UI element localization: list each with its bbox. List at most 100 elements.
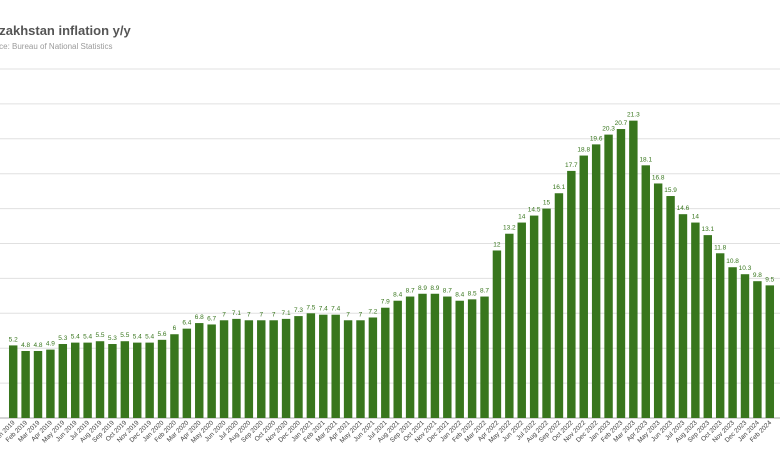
- bar: [405, 296, 415, 418]
- bar: [728, 267, 737, 418]
- data-label: 6.4: [182, 320, 191, 327]
- data-label: 5.3: [108, 335, 117, 342]
- bar: [629, 120, 638, 418]
- data-label: 8.7: [443, 288, 452, 295]
- data-label: 5.5: [120, 332, 129, 339]
- bar: [368, 317, 378, 418]
- bar: [740, 274, 750, 418]
- data-label: 17.7: [565, 162, 578, 169]
- bar: [381, 307, 390, 418]
- bar: [703, 235, 712, 418]
- bar: [715, 253, 725, 418]
- data-label: 7.5: [306, 304, 315, 311]
- data-label: 9.8: [753, 272, 762, 279]
- bar: [281, 318, 291, 418]
- data-label: 7.4: [331, 306, 340, 313]
- data-label: 9.5: [765, 276, 774, 283]
- data-label: 13.1: [701, 226, 714, 233]
- data-label: 10.8: [726, 258, 739, 265]
- data-label: 7: [222, 311, 226, 318]
- bar: [182, 328, 192, 418]
- data-label: 7.1: [282, 310, 291, 317]
- bar: [554, 193, 564, 418]
- data-label: 6.8: [195, 314, 204, 321]
- bar: [753, 281, 762, 418]
- data-label: 15: [543, 200, 551, 207]
- data-label: 7.1: [232, 310, 241, 317]
- data-label: 5.3: [58, 335, 67, 342]
- bar: [666, 196, 675, 418]
- bar: [455, 300, 464, 418]
- bar: [591, 144, 601, 418]
- bar: [517, 222, 526, 418]
- data-label: 7.3: [294, 307, 303, 314]
- bar: [133, 342, 142, 418]
- data-label: 5.2: [9, 336, 18, 343]
- bar: [691, 222, 700, 418]
- data-label: 20.3: [602, 126, 615, 133]
- data-label: 8.4: [455, 292, 464, 299]
- bar: [145, 342, 154, 418]
- bar: [492, 250, 502, 418]
- chart-subtitle: urce: Bureau of National Statistics: [0, 42, 113, 51]
- bar: [71, 342, 80, 418]
- bar: [244, 320, 254, 418]
- bar: [653, 183, 663, 418]
- bar: [219, 320, 229, 418]
- data-label: 5.6: [158, 331, 167, 338]
- data-label: 6.7: [207, 315, 216, 322]
- data-label: 4.8: [33, 342, 42, 349]
- data-label: 8.7: [406, 288, 415, 295]
- bar: [306, 313, 316, 418]
- bar: [393, 300, 402, 418]
- data-label: 19.6: [590, 135, 603, 142]
- data-label: 5.4: [145, 334, 154, 341]
- bar: [430, 293, 440, 418]
- data-label: 12: [493, 241, 501, 248]
- bar: [356, 320, 365, 418]
- data-label: 8.7: [480, 288, 489, 295]
- data-label: 21.3: [627, 112, 640, 119]
- bar: [443, 296, 452, 418]
- bar: [58, 344, 68, 418]
- data-label: 4.8: [21, 342, 30, 349]
- data-label: 14.5: [528, 207, 541, 214]
- data-label: 8.9: [418, 285, 427, 292]
- data-label: 16.1: [553, 184, 566, 191]
- bar: [604, 134, 613, 418]
- bar: [170, 334, 179, 418]
- data-label: 16.8: [652, 174, 665, 181]
- bar: [108, 344, 117, 418]
- data-label: 14.6: [677, 205, 690, 212]
- bar: [195, 323, 204, 418]
- bar: [343, 320, 353, 418]
- bar: [232, 318, 241, 418]
- bar: [33, 350, 43, 418]
- bar: [765, 285, 775, 418]
- data-label: 7.2: [368, 308, 377, 315]
- data-label: 8.5: [468, 290, 477, 297]
- bar: [319, 314, 328, 418]
- bar: [542, 208, 551, 418]
- data-label: 14: [692, 214, 700, 221]
- bar: [8, 345, 18, 418]
- bar: [579, 155, 588, 418]
- data-label: 7.4: [319, 306, 328, 313]
- bar: [678, 214, 688, 418]
- data-label: 5.4: [71, 334, 80, 341]
- bar: [269, 320, 278, 418]
- data-label: 14: [518, 214, 526, 221]
- bar: [157, 339, 167, 418]
- data-label: 4.9: [46, 341, 55, 348]
- bar: [641, 165, 650, 418]
- data-label: 7: [346, 311, 350, 318]
- bar: [294, 316, 303, 418]
- data-label: 7: [359, 311, 363, 318]
- bar: [616, 129, 626, 418]
- bar: [83, 342, 92, 418]
- data-label: 11.8: [714, 244, 727, 251]
- bar: [331, 314, 340, 418]
- bar: [207, 324, 216, 418]
- bar: [467, 299, 477, 418]
